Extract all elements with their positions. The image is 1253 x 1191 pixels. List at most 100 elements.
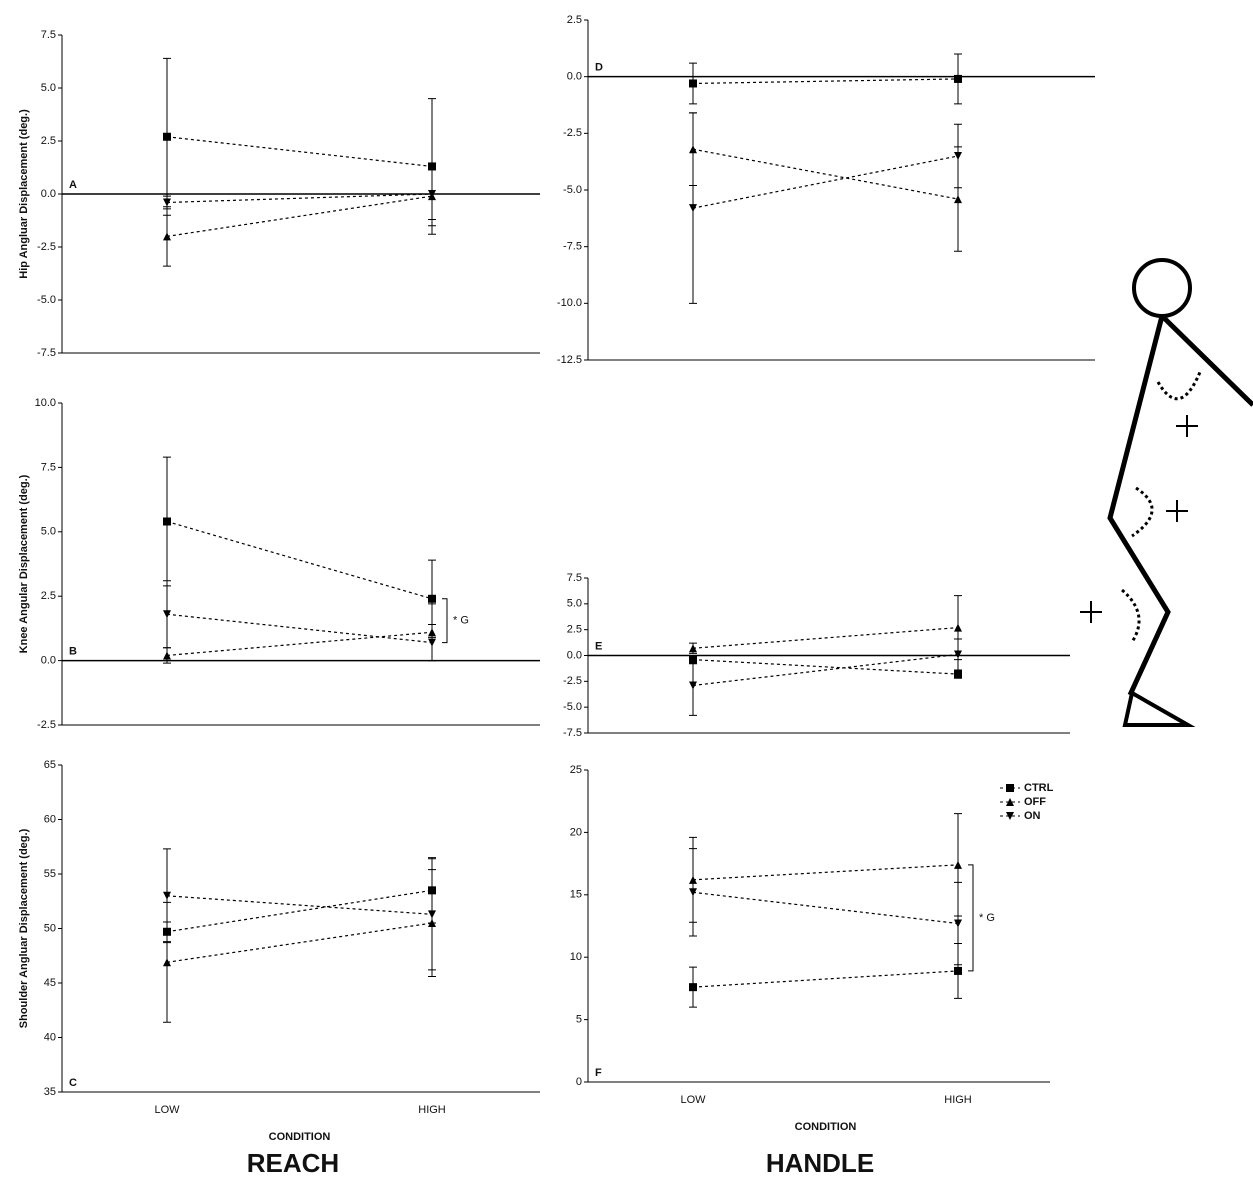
series-line — [166, 631, 433, 657]
y-tick-label: -5.0 — [563, 184, 582, 196]
y-tick-label: 15 — [570, 889, 582, 901]
y-tick-label: -5.0 — [37, 294, 56, 306]
bracket — [442, 598, 448, 644]
y-tick-label: -5.0 — [563, 701, 582, 713]
series-line — [166, 195, 433, 237]
legend-marker — [1006, 812, 1014, 820]
series-line — [692, 891, 959, 925]
series-line — [166, 895, 433, 915]
marker — [428, 190, 436, 198]
legend-label: CTRL — [1024, 782, 1054, 794]
bracket — [968, 864, 974, 972]
y-tick-label: 35 — [44, 1086, 56, 1098]
y-tick-label: -7.5 — [563, 241, 582, 253]
marker — [954, 152, 962, 160]
series-line — [692, 653, 959, 687]
marker — [954, 670, 962, 679]
x-tick-label: HIGH — [418, 1104, 446, 1116]
panel-label: D — [595, 62, 603, 74]
y-tick-label: 2.5 — [41, 135, 56, 147]
series-line — [692, 659, 959, 675]
y-tick-label: 45 — [44, 977, 56, 989]
y-tick-label: 25 — [570, 764, 582, 776]
legend-label: OFF — [1024, 796, 1046, 808]
y-tick-label: 0 — [576, 1076, 582, 1088]
marker — [428, 910, 436, 919]
marker — [689, 983, 697, 992]
y-tick-label: 2.5 — [567, 14, 582, 26]
marker — [954, 919, 962, 928]
y-tick-label: -7.5 — [37, 347, 56, 359]
legend-marker — [1006, 784, 1014, 792]
y-tick-label: 5 — [576, 1014, 582, 1026]
annotation: * G — [453, 615, 469, 627]
series-line — [692, 155, 959, 209]
marker — [954, 650, 962, 659]
y-tick-label: 2.5 — [567, 624, 582, 636]
marker — [163, 610, 171, 619]
y-tick-label: 10.0 — [35, 397, 56, 409]
y-tick-label: 7.5 — [41, 29, 56, 41]
series-line — [166, 889, 433, 933]
marker — [163, 232, 171, 241]
marker — [163, 891, 171, 900]
y-tick-label: 0.0 — [567, 71, 582, 83]
series-line — [692, 78, 959, 85]
column-title: HANDLE — [766, 1148, 874, 1178]
y-tick-label: 5.0 — [567, 598, 582, 610]
y-tick-label: 2.5 — [41, 590, 56, 602]
y-tick-label: 7.5 — [567, 572, 582, 584]
panel-label: B — [69, 646, 77, 658]
series-line — [692, 148, 959, 200]
series-line — [166, 193, 433, 204]
marker — [954, 623, 962, 632]
marker — [428, 638, 436, 647]
series-line — [166, 613, 433, 644]
y-tick-label: 65 — [44, 759, 56, 771]
y-tick-label: 50 — [44, 922, 56, 934]
marker — [689, 888, 697, 897]
marker — [163, 958, 171, 967]
y-tick-label: 40 — [44, 1031, 56, 1043]
legend-marker — [1006, 798, 1014, 806]
x-axis-title: CONDITION — [795, 1121, 857, 1133]
marker — [689, 79, 697, 88]
marker — [954, 860, 962, 869]
y-tick-label: -2.5 — [37, 241, 56, 253]
y-axis-title: Shoulder Angluar Displacement (deg.) — [18, 828, 30, 1028]
stick-figure — [1080, 258, 1253, 727]
marker — [954, 966, 962, 975]
marker — [954, 195, 962, 204]
marker — [428, 594, 436, 603]
column-title: REACH — [247, 1148, 339, 1178]
x-tick-label: LOW — [680, 1094, 706, 1106]
y-tick-label: 60 — [44, 813, 56, 825]
series-line — [166, 520, 433, 600]
y-tick-label: 0.0 — [41, 188, 56, 200]
panel-label: C — [69, 1077, 77, 1089]
marker — [163, 517, 171, 526]
series-line — [692, 970, 959, 988]
y-axis-title: Knee Angular Displacement (deg.) — [18, 474, 30, 653]
x-tick-label: HIGH — [944, 1094, 972, 1106]
y-tick-label: -10.0 — [557, 297, 582, 309]
y-tick-label: 10 — [570, 951, 582, 963]
y-tick-label: 55 — [44, 868, 56, 880]
panel-label: A — [69, 179, 77, 191]
panel-label: E — [595, 640, 602, 652]
marker — [163, 651, 171, 660]
y-tick-label: -2.5 — [37, 719, 56, 731]
marker — [163, 132, 171, 141]
y-tick-label: -2.5 — [563, 675, 582, 687]
marker — [689, 644, 697, 653]
y-axis-title: Hip Angluar Displacement (deg.) — [18, 109, 30, 279]
series-line — [166, 136, 433, 168]
marker — [689, 681, 697, 690]
y-tick-label: -12.5 — [557, 354, 582, 366]
x-tick-label: LOW — [154, 1104, 180, 1116]
panel-label: F — [595, 1067, 602, 1079]
series-line — [692, 864, 959, 881]
series-line — [166, 922, 433, 963]
y-tick-label: -7.5 — [563, 727, 582, 739]
